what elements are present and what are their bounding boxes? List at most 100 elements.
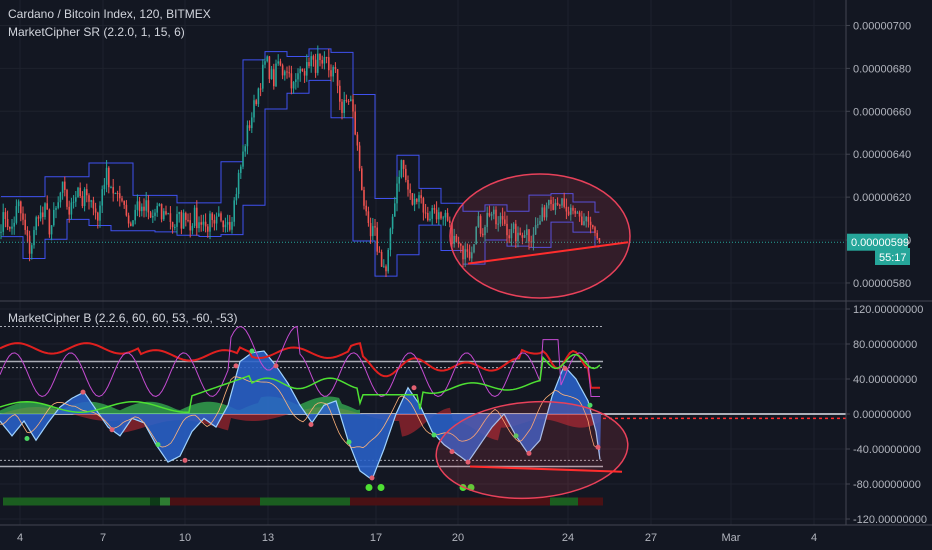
price-tick-label: 0.00000620 bbox=[853, 192, 911, 204]
price-candles bbox=[0, 45, 846, 277]
candle-down bbox=[222, 220, 224, 233]
candle-down bbox=[578, 210, 581, 222]
candle-up bbox=[99, 201, 101, 228]
time-tick-label: 7 bbox=[100, 532, 106, 544]
candle-up bbox=[418, 191, 420, 209]
candle-up bbox=[31, 242, 33, 260]
candle-up bbox=[548, 199, 550, 209]
candle-body bbox=[405, 168, 407, 180]
candle-body bbox=[37, 217, 40, 219]
candle-down bbox=[519, 227, 521, 236]
candle-up bbox=[585, 216, 587, 228]
candle-down bbox=[189, 212, 191, 238]
candle-body bbox=[204, 221, 207, 227]
candle-down bbox=[596, 230, 598, 240]
candle-up bbox=[490, 211, 493, 221]
candle-body bbox=[257, 88, 260, 105]
candle-down bbox=[508, 229, 510, 244]
candle-body bbox=[176, 214, 178, 227]
candle-body bbox=[288, 72, 290, 74]
candle-body bbox=[0, 231, 2, 233]
candle-body bbox=[138, 201, 141, 212]
candle-down bbox=[385, 264, 387, 277]
candle-body bbox=[385, 266, 387, 272]
candle-body bbox=[310, 56, 312, 67]
momentum-bar-segment bbox=[170, 497, 260, 506]
candle-body bbox=[493, 209, 495, 215]
candle-body bbox=[497, 223, 499, 225]
candle-body bbox=[200, 222, 202, 225]
candle-body bbox=[86, 189, 88, 196]
candle-up bbox=[464, 243, 466, 267]
candle-down bbox=[24, 213, 26, 235]
candle-body bbox=[383, 266, 385, 268]
candle-down bbox=[321, 55, 323, 69]
candle-down bbox=[455, 234, 458, 243]
candle-up bbox=[114, 192, 117, 195]
candle-up bbox=[154, 208, 156, 221]
candle-body bbox=[266, 56, 268, 62]
candle-body bbox=[127, 215, 130, 224]
candle-down bbox=[20, 200, 22, 222]
price-tick-label: 0.00000580 bbox=[853, 278, 911, 290]
candle-body bbox=[422, 198, 425, 213]
candle-body bbox=[554, 202, 557, 210]
candle-up bbox=[83, 187, 86, 212]
candle-body bbox=[508, 235, 510, 239]
candle-down bbox=[440, 211, 442, 220]
oscillator-axis[interactable]: 120.00000000 80.00000000 40.00000000 0.0000… bbox=[846, 304, 927, 526]
price-axis[interactable]: 0.00000700 0.00000680 0.00000660 0.00000640… bbox=[846, 20, 911, 290]
candle-down bbox=[97, 211, 99, 229]
candle-up bbox=[570, 204, 572, 221]
candle-up bbox=[152, 209, 154, 224]
candle-down bbox=[378, 246, 381, 253]
candle-body bbox=[400, 160, 403, 177]
candle-down bbox=[501, 207, 504, 226]
candle-up bbox=[57, 196, 59, 210]
candle-body bbox=[453, 235, 455, 244]
time-axis[interactable]: 4 7 10 13 17 20 24 27 Mar 4 bbox=[17, 532, 817, 544]
candle-body bbox=[218, 213, 220, 217]
candle-body bbox=[50, 225, 53, 235]
candle-body bbox=[207, 226, 209, 232]
candle-down bbox=[108, 166, 110, 194]
candle-body bbox=[499, 216, 502, 224]
price-tick-label: 0.00000660 bbox=[853, 106, 911, 118]
candle-up bbox=[526, 224, 528, 244]
candle-up bbox=[475, 226, 477, 245]
candle-body bbox=[341, 101, 343, 113]
candle-up bbox=[17, 199, 20, 213]
candle-body bbox=[539, 221, 541, 225]
candle-down bbox=[125, 200, 128, 217]
candle-down bbox=[565, 198, 568, 220]
candle-up bbox=[176, 206, 178, 234]
candle-body bbox=[440, 212, 442, 219]
candle-body bbox=[270, 69, 273, 79]
candle-body bbox=[372, 226, 374, 237]
candle-body bbox=[578, 212, 581, 217]
candle-down bbox=[171, 221, 174, 234]
wave-dot bbox=[526, 450, 532, 456]
candle-body bbox=[534, 225, 537, 235]
candle-down bbox=[26, 226, 29, 244]
candle-up bbox=[163, 208, 165, 222]
wave-dot bbox=[249, 348, 255, 354]
candle-body bbox=[244, 146, 246, 152]
candle-body bbox=[495, 209, 497, 225]
candle-body bbox=[229, 222, 231, 230]
buy-signal-dot bbox=[365, 484, 373, 491]
candle-up bbox=[444, 209, 447, 227]
candle-body bbox=[398, 176, 400, 184]
candle-down bbox=[495, 206, 497, 229]
momentum-bar-segment bbox=[350, 497, 430, 506]
candle-body bbox=[255, 100, 257, 105]
candle-body bbox=[31, 245, 33, 254]
candle-down bbox=[207, 223, 209, 238]
time-tick-label: 4 bbox=[17, 532, 23, 544]
candle-body bbox=[427, 213, 429, 221]
candle-body bbox=[187, 219, 189, 221]
candle-body bbox=[424, 212, 427, 214]
candle-up bbox=[576, 210, 579, 214]
resistance-line bbox=[1, 48, 600, 213]
candle-down bbox=[22, 206, 24, 226]
